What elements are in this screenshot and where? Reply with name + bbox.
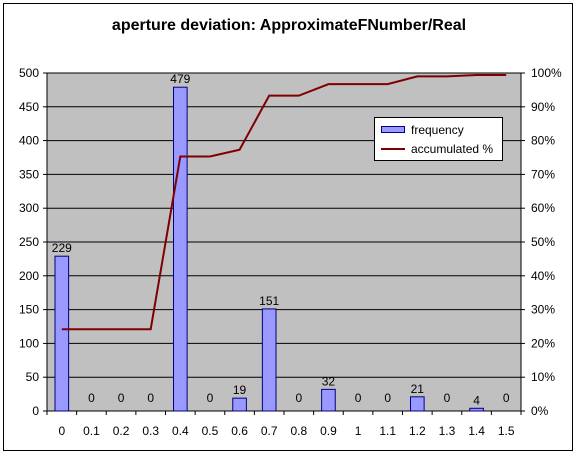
bar-data-label: 0 [355,391,362,405]
bar-data-label: 19 [233,383,247,397]
bar-data-label: 0 [207,391,214,405]
x-tick-label: 1.5 [498,424,515,438]
bar [172,86,188,412]
y-left-tick-label: 0 [32,404,39,418]
y-right-tick-label: 60% [531,201,555,215]
y-right-tick-label: 80% [531,134,555,148]
y-left-tick-label: 250 [19,235,39,249]
x-tick-label: 0.3 [142,424,159,438]
x-tick-label: 0.8 [290,424,307,438]
bar-data-label: 32 [322,374,336,388]
y-left-tick-label: 400 [19,134,39,148]
x-tick-label: 0.5 [202,424,219,438]
x-tick-label: 0.7 [261,424,278,438]
y-left-tick-label: 100 [19,336,39,350]
y-left-tick-label: 450 [19,100,39,114]
x-tick-label: 0.1 [83,424,100,438]
x-tick-label: 0.4 [172,424,189,438]
x-tick-label: 0 [58,424,65,438]
y-left-tick-label: 150 [19,303,39,317]
y-right-tick-label: 30% [531,303,555,317]
accumulated-line [61,74,507,331]
bar [409,396,425,412]
bar-data-label: 229 [52,241,72,255]
x-tick-label: 1 [355,424,362,438]
bar-data-label: 4 [473,393,480,407]
bar-data-label: 0 [147,391,154,405]
bar [54,255,70,412]
y-left-tick-label: 300 [19,201,39,215]
y-right-tick-label: 0% [531,404,549,418]
bar-data-label: 21 [411,382,425,396]
x-tick-label: 1.2 [409,424,426,438]
y-left-tick-label: 350 [19,167,39,181]
x-tick-label: 0.6 [231,424,248,438]
y-left-tick-label: 50 [26,370,40,384]
bar-data-label: 0 [118,391,125,405]
x-tick-label: 1.4 [468,424,485,438]
bar [261,308,277,412]
bar [321,388,336,412]
bar [232,397,247,412]
y-right-tick-label: 20% [531,336,555,350]
bar-data-label: 0 [444,391,451,405]
y-right-tick-label: 50% [531,235,555,249]
bar-data-label: 0 [503,391,510,405]
legend-swatch-accumulated [381,148,405,150]
bar [469,407,484,412]
legend-label-accumulated: accumulated % [411,142,494,156]
y-left-tick-label: 200 [19,269,39,283]
chart-title: aperture deviation: ApproximateFNumber/R… [111,17,467,34]
y-right-tick-label: 10% [531,370,555,384]
x-tick-label: 1.1 [379,424,396,438]
y-right-tick-label: 40% [531,269,555,283]
bar-data-label: 151 [259,294,279,308]
legend-label-frequency: frequency [411,123,464,137]
bar-data-label: 479 [170,72,190,86]
bar-data-label: 0 [88,391,95,405]
x-tick-label: 0.9 [320,424,337,438]
y-right-tick-label: 90% [531,100,555,114]
bar-data-label: 0 [384,391,391,405]
y-right-tick-label: 70% [531,167,555,181]
bar-data-label: 0 [295,391,302,405]
x-tick-label: 0.2 [113,424,130,438]
legend-swatch-frequency [381,126,405,133]
legend: frequency accumulated % [374,117,503,161]
x-tick-label: 1.3 [439,424,456,438]
y-left-tick-label: 500 [19,66,39,80]
y-right-tick-label: 100% [531,66,562,80]
